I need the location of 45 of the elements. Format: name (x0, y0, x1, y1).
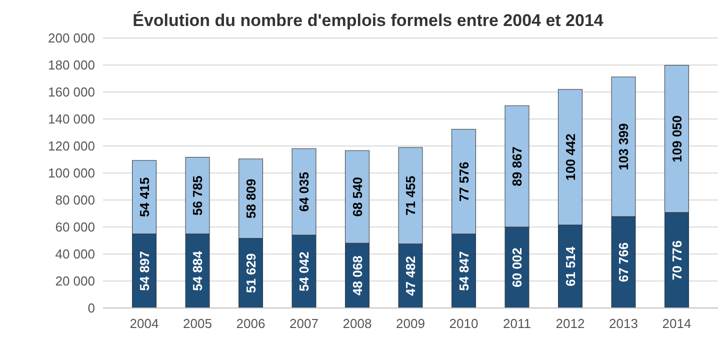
x-tick-label: 2013 (609, 316, 638, 331)
data-label: 77 576 (456, 162, 472, 202)
y-tick-label: 180 000 (48, 58, 95, 73)
y-tick-label: 60 000 (55, 220, 95, 235)
data-label: 48 068 (350, 256, 365, 296)
data-label: 58 809 (243, 178, 258, 218)
x-tick-label: 2012 (556, 316, 585, 331)
x-tick-label: 2004 (130, 316, 159, 331)
data-label: 70 776 (669, 240, 684, 280)
y-tick-label: 80 000 (55, 192, 95, 208)
data-label: 54 897 (136, 251, 152, 291)
x-tick-label: 2009 (396, 316, 425, 331)
x-tick-label: 2005 (183, 316, 212, 331)
x-tick-label: 2014 (662, 316, 692, 331)
y-tick-label: 100 000 (48, 166, 95, 181)
data-label: 54 042 (296, 252, 312, 292)
x-tick-label: 2007 (290, 316, 318, 331)
data-label: 89 867 (510, 146, 525, 186)
data-label: 56 785 (190, 176, 206, 216)
data-label: 60 002 (510, 248, 525, 288)
data-label: 54 415 (136, 177, 152, 218)
y-tick-label: 120 000 (48, 138, 95, 154)
data-label: 68 540 (350, 176, 365, 217)
y-tick-label: 160 000 (48, 84, 95, 100)
y-tick-label: 20 000 (55, 274, 95, 289)
data-label: 109 050 (669, 115, 684, 162)
data-label: 71 455 (403, 176, 418, 216)
data-label: 61 514 (562, 246, 578, 286)
data-label: 47 482 (403, 256, 418, 296)
data-label: 100 442 (562, 134, 578, 181)
data-label: 54 884 (190, 250, 206, 291)
x-tick-label: 2010 (449, 316, 478, 331)
x-tick-label: 2006 (236, 316, 266, 331)
data-label: 54 847 (456, 251, 472, 291)
y-tick-label: 140 000 (48, 112, 95, 127)
x-tick-label: 2008 (342, 316, 372, 331)
chart-title: Évolution du nombre d'emplois formels entre 2004 et 2014 (132, 10, 604, 30)
data-label: 51 629 (243, 253, 258, 294)
y-tick-label: 0 (88, 300, 95, 316)
x-tick-label: 2011 (503, 316, 531, 331)
data-label: 67 766 (616, 242, 632, 282)
data-label: 64 035 (296, 172, 312, 212)
y-tick-label: 40 000 (55, 246, 95, 262)
data-label: 103 399 (616, 123, 632, 170)
y-tick-label: 200 000 (48, 30, 95, 46)
